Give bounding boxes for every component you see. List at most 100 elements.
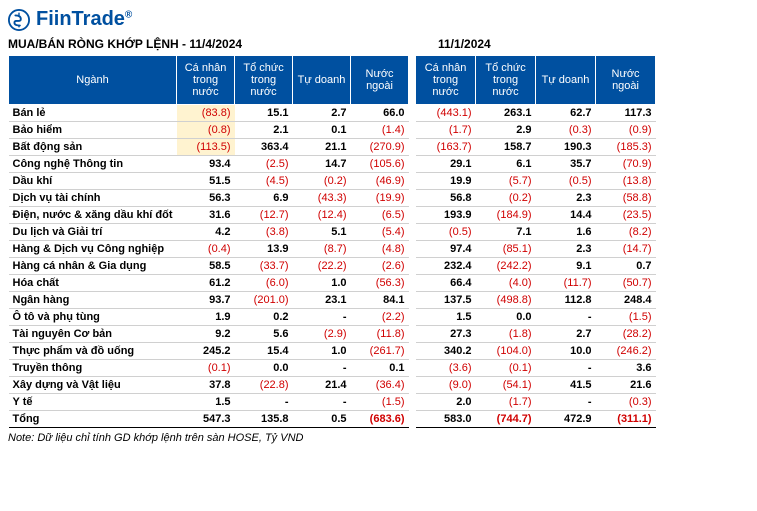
value-cell: 1.0: [293, 275, 351, 292]
value-cell: 190.3: [536, 139, 596, 156]
table-row: 97.4(85.1)2.3(14.7): [416, 241, 656, 258]
value-cell: (0.3): [596, 394, 656, 411]
value-cell: 340.2: [416, 343, 476, 360]
header-row: Cá nhân trong nước Tổ chức trong nước Tự…: [416, 56, 656, 105]
sector-cell: Ngân hàng: [9, 292, 177, 309]
value-cell: (0.5): [416, 224, 476, 241]
sector-cell: Truyền thông: [9, 360, 177, 377]
value-cell: (0.9): [596, 122, 656, 139]
value-cell: 248.4: [596, 292, 656, 309]
total-cell: 0.5: [293, 411, 351, 428]
header-row: Ngành Cá nhân trong nước Tổ chức trong n…: [9, 56, 409, 105]
brand-name: FiinTrade®: [36, 8, 132, 31]
value-cell: -: [293, 360, 351, 377]
value-cell: -: [536, 394, 596, 411]
value-cell: 35.7: [536, 156, 596, 173]
titles-row: MUA/BÁN RÒNG KHỚP LỆNH - 11/4/2024 11/1/…: [8, 37, 749, 51]
brand-logo: FiinTrade®: [8, 8, 749, 31]
total-cell: (683.6): [351, 411, 409, 428]
table-row: 193.9(184.9)14.4(23.5): [416, 207, 656, 224]
value-cell: 15.1: [235, 105, 293, 122]
table-row: Thực phẩm và đồ uống245.215.41.0(261.7): [9, 343, 409, 360]
value-cell: 97.4: [416, 241, 476, 258]
value-cell: (14.7): [596, 241, 656, 258]
sector-cell: Thực phẩm và đồ uống: [9, 343, 177, 360]
value-cell: (105.6): [351, 156, 409, 173]
table-row: (9.0)(54.1)41.521.6: [416, 377, 656, 394]
value-cell: 10.0: [536, 343, 596, 360]
total-cell: 135.8: [235, 411, 293, 428]
value-cell: 158.7: [476, 139, 536, 156]
sector-cell: Du lịch và Giải trí: [9, 224, 177, 241]
value-cell: (0.4): [177, 241, 235, 258]
table-row: Xây dựng và Vật liệu37.8(22.8)21.4(36.4): [9, 377, 409, 394]
total-row: Tổng547.3135.80.5(683.6): [9, 411, 409, 428]
value-cell: (246.2): [596, 343, 656, 360]
value-cell: 6.1: [476, 156, 536, 173]
value-cell: 2.9: [476, 122, 536, 139]
value-cell: (261.7): [351, 343, 409, 360]
value-cell: (163.7): [416, 139, 476, 156]
value-cell: (19.9): [351, 190, 409, 207]
value-cell: 2.3: [536, 241, 596, 258]
footnote: Note: Dữ liệu chỉ tính GD khớp lệnh trên…: [8, 432, 749, 444]
value-cell: (28.2): [596, 326, 656, 343]
sector-cell: Hàng cá nhân & Gia dụng: [9, 258, 177, 275]
value-cell: 7.1: [476, 224, 536, 241]
value-cell: 19.9: [416, 173, 476, 190]
table-row: Dịch vụ tài chính56.36.9(43.3)(19.9): [9, 190, 409, 207]
table-row: 56.8(0.2)2.3(58.8): [416, 190, 656, 207]
sector-cell: Dịch vụ tài chính: [9, 190, 177, 207]
value-cell: 0.2: [235, 309, 293, 326]
value-cell: -: [293, 394, 351, 411]
value-cell: (11.8): [351, 326, 409, 343]
sector-cell: Dầu khí: [9, 173, 177, 190]
table-row: Du lịch và Giải trí4.2(3.8)5.1(5.4): [9, 224, 409, 241]
sector-cell: Bất động sản: [9, 139, 177, 156]
table-row: Bảo hiểm(0.8)2.10.1(1.4): [9, 122, 409, 139]
value-cell: 117.3: [596, 105, 656, 122]
value-cell: 0.1: [293, 122, 351, 139]
value-cell: (3.6): [416, 360, 476, 377]
value-cell: 66.4: [416, 275, 476, 292]
value-cell: 93.4: [177, 156, 235, 173]
brand-icon: [8, 9, 30, 31]
value-cell: -: [536, 309, 596, 326]
value-cell: 1.0: [293, 343, 351, 360]
value-cell: 14.7: [293, 156, 351, 173]
value-cell: -: [293, 309, 351, 326]
table-row: Điện, nước & xăng dầu khí đốt31.6(12.7)(…: [9, 207, 409, 224]
value-cell: 51.5: [177, 173, 235, 190]
value-cell: (0.3): [536, 122, 596, 139]
value-cell: 23.1: [293, 292, 351, 309]
value-cell: 2.1: [235, 122, 293, 139]
table-row: (0.5)7.11.6(8.2): [416, 224, 656, 241]
value-cell: 1.6: [536, 224, 596, 241]
value-cell: (5.7): [476, 173, 536, 190]
value-cell: (13.8): [596, 173, 656, 190]
table-row: Y tế1.5--(1.5): [9, 394, 409, 411]
total-cell: (744.7): [476, 411, 536, 428]
value-cell: (4.8): [351, 241, 409, 258]
value-cell: 1.5: [416, 309, 476, 326]
value-cell: 263.1: [476, 105, 536, 122]
value-cell: (2.6): [351, 258, 409, 275]
value-cell: 0.0: [476, 309, 536, 326]
total-cell: 547.3: [177, 411, 235, 428]
value-cell: (85.1): [476, 241, 536, 258]
value-cell: 13.9: [235, 241, 293, 258]
value-cell: (1.5): [596, 309, 656, 326]
value-cell: 112.8: [536, 292, 596, 309]
value-cell: 29.1: [416, 156, 476, 173]
value-cell: 37.8: [177, 377, 235, 394]
value-cell: 1.5: [177, 394, 235, 411]
col-foreign: Nước ngoài: [351, 56, 409, 105]
value-cell: 0.1: [351, 360, 409, 377]
table-row: (443.1)263.162.7117.3: [416, 105, 656, 122]
value-cell: (0.5): [536, 173, 596, 190]
value-cell: 56.3: [177, 190, 235, 207]
value-cell: 193.9: [416, 207, 476, 224]
value-cell: 137.5: [416, 292, 476, 309]
table-row: (163.7)158.7190.3(185.3): [416, 139, 656, 156]
value-cell: 21.1: [293, 139, 351, 156]
